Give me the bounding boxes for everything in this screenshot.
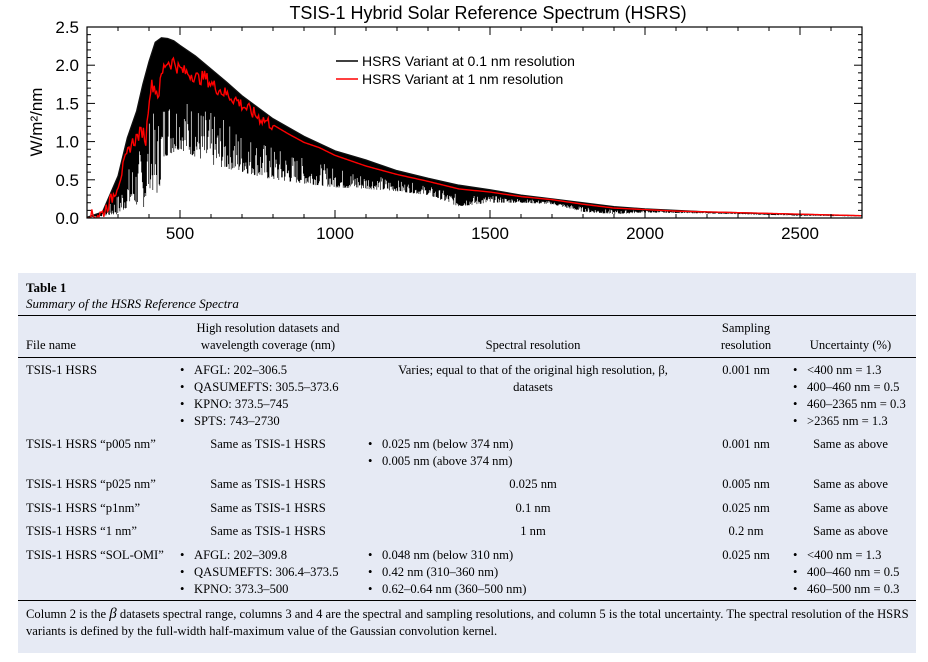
row5-datasets: Same as TSIS-1 HSRS — [210, 524, 326, 538]
row4-sampling: 0.025 nm — [722, 501, 770, 515]
y-tick-label: 1.5 — [55, 94, 79, 113]
y-tick-label: 2.5 — [55, 18, 79, 37]
row1-uncertainty: <400 nm = 1.3 400–460 nm = 0.5 460–2365 … — [793, 362, 906, 430]
x-tick-label: 2000 — [626, 224, 664, 243]
table-header-rule — [18, 357, 916, 358]
list-item: <400 nm = 1.3 — [793, 547, 899, 564]
list-item: 0.025 nm (below 374 nm) — [368, 436, 513, 453]
series-layer — [87, 37, 862, 218]
list-item: SPTS: 743–2730 — [180, 413, 339, 430]
row2-uncertainty: Same as above — [813, 437, 888, 451]
list-item: 460–2365 nm = 0.3 — [793, 396, 906, 413]
x-tick-label: 1000 — [316, 224, 354, 243]
y-tick-labels: 0.0 0.5 1.0 1.5 2.0 2.5 — [55, 18, 79, 228]
row4-file-name: TSIS-1 HSRS “p1nm” — [26, 501, 141, 515]
row1-spectral: Varies; equal to that of the original hi… — [398, 363, 668, 394]
table-title: Table 1 — [26, 280, 67, 295]
row5-spectral: 1 nm — [520, 524, 546, 538]
row2-datasets: Same as TSIS-1 HSRS — [210, 437, 326, 451]
y-axis-label: W/m²/nm — [27, 88, 46, 157]
table-footnote: Column 2 is the β datasets spectral rang… — [26, 606, 909, 638]
row3-uncertainty: Same as above — [813, 477, 888, 491]
y-tick-label: 2.0 — [55, 56, 79, 75]
row5-file-name: TSIS-1 HSRS “1 nm” — [26, 524, 137, 538]
table-top-rule — [18, 315, 916, 316]
row1-sampling: 0.001 nm — [722, 363, 770, 377]
row3-spectral: 0.025 nm — [509, 477, 557, 491]
row3-datasets: Same as TSIS-1 HSRS — [210, 477, 326, 491]
list-item: 400–460 nm = 0.5 — [793, 379, 906, 396]
header-uncertainty: Uncertainty (%) — [809, 338, 892, 352]
y-tick-label: 1.0 — [55, 133, 79, 152]
list-item: 0.62–0.64 nm (360–500 nm) — [368, 581, 526, 598]
y-tick-label: 0.0 — [55, 209, 79, 228]
row6-file-name: TSIS-1 HSRS “SOL-OMI” — [26, 548, 164, 562]
row3-file-name: TSIS-1 HSRS “p025 nm” — [26, 477, 156, 491]
list-item: KPNO: 373.3–500 — [180, 581, 339, 598]
header-datasets: High resolution datasets and wavelength … — [196, 321, 340, 352]
list-item: KPNO: 373.5–745 — [180, 396, 339, 413]
table-bottom-rule — [18, 600, 916, 601]
row2-file-name: TSIS-1 HSRS “p005 nm” — [26, 437, 156, 451]
row6-uncertainty: <400 nm = 1.3 400–460 nm = 0.5 460–500 n… — [793, 547, 899, 598]
list-item: 0.048 nm (below 310 nm) — [368, 547, 526, 564]
legend-label: HSRS Variant at 0.1 nm resolution — [362, 53, 575, 69]
list-item: QASUMEFTS: 305.5–373.6 — [180, 379, 339, 396]
row5-uncertainty: Same as above — [813, 524, 888, 538]
row6-spectral: 0.048 nm (below 310 nm) 0.42 nm (310–360… — [368, 547, 526, 598]
row1-file-name: TSIS-1 HSRS — [26, 363, 98, 377]
header-file-name: File name — [26, 338, 77, 352]
series-1nm-line — [87, 56, 862, 218]
x-tick-labels: 500 1000 1500 2000 2500 — [166, 224, 819, 243]
x-tick-label: 1500 — [471, 224, 509, 243]
x-tick-label: 2500 — [781, 224, 819, 243]
x-tick-label: 500 — [166, 224, 194, 243]
list-item: 0.005 nm (above 374 nm) — [368, 453, 513, 470]
list-item: <400 nm = 1.3 — [793, 362, 906, 379]
legend-label: HSRS Variant at 1 nm resolution — [362, 71, 563, 87]
list-item: AFGL: 202–306.5 — [180, 362, 339, 379]
list-item: AFGL: 202–309.8 — [180, 547, 339, 564]
ticks-layer — [86, 26, 863, 219]
row6-sampling: 0.025 nm — [722, 548, 770, 562]
row4-spectral: 0.1 nm — [515, 501, 551, 515]
row1-datasets: AFGL: 202–306.5 QASUMEFTS: 305.5–373.6 K… — [180, 362, 339, 430]
header-sampling-resolution: Sampling resolution — [720, 321, 772, 352]
y-tick-label: 0.5 — [55, 171, 79, 190]
list-item: >2365 nm = 1.3 — [793, 413, 906, 430]
plot-frame — [86, 26, 863, 219]
header-spectral-resolution: Spectral resolution — [485, 338, 581, 352]
row6-datasets: AFGL: 202–309.8 QASUMEFTS: 306.4–373.5 K… — [180, 547, 339, 598]
table-subtitle: Summary of the HSRS Reference Spectra — [26, 296, 239, 311]
chart-title: TSIS-1 Hybrid Solar Reference Spectrum (… — [289, 3, 686, 23]
row2-sampling: 0.001 nm — [722, 437, 770, 451]
row3-sampling: 0.005 nm — [722, 477, 770, 491]
row4-uncertainty: Same as above — [813, 501, 888, 515]
row4-datasets: Same as TSIS-1 HSRS — [210, 501, 326, 515]
list-item: 400–460 nm = 0.5 — [793, 564, 899, 581]
list-item: QASUMEFTS: 306.4–373.5 — [180, 564, 339, 581]
row2-spectral: 0.025 nm (below 374 nm) 0.005 nm (above … — [368, 436, 513, 470]
list-item: 460–500 nm = 0.3 — [793, 581, 899, 598]
spectrum-chart: TSIS-1 Hybrid Solar Reference Spectrum (… — [27, 3, 863, 243]
row5-sampling: 0.2 nm — [728, 524, 764, 538]
legend: HSRS Variant at 0.1 nm resolution HSRS Va… — [336, 53, 575, 87]
list-item: 0.42 nm (310–360 nm) — [368, 564, 526, 581]
summary-table: Table 1 Summary of the HSRS Reference Sp… — [18, 273, 916, 653]
